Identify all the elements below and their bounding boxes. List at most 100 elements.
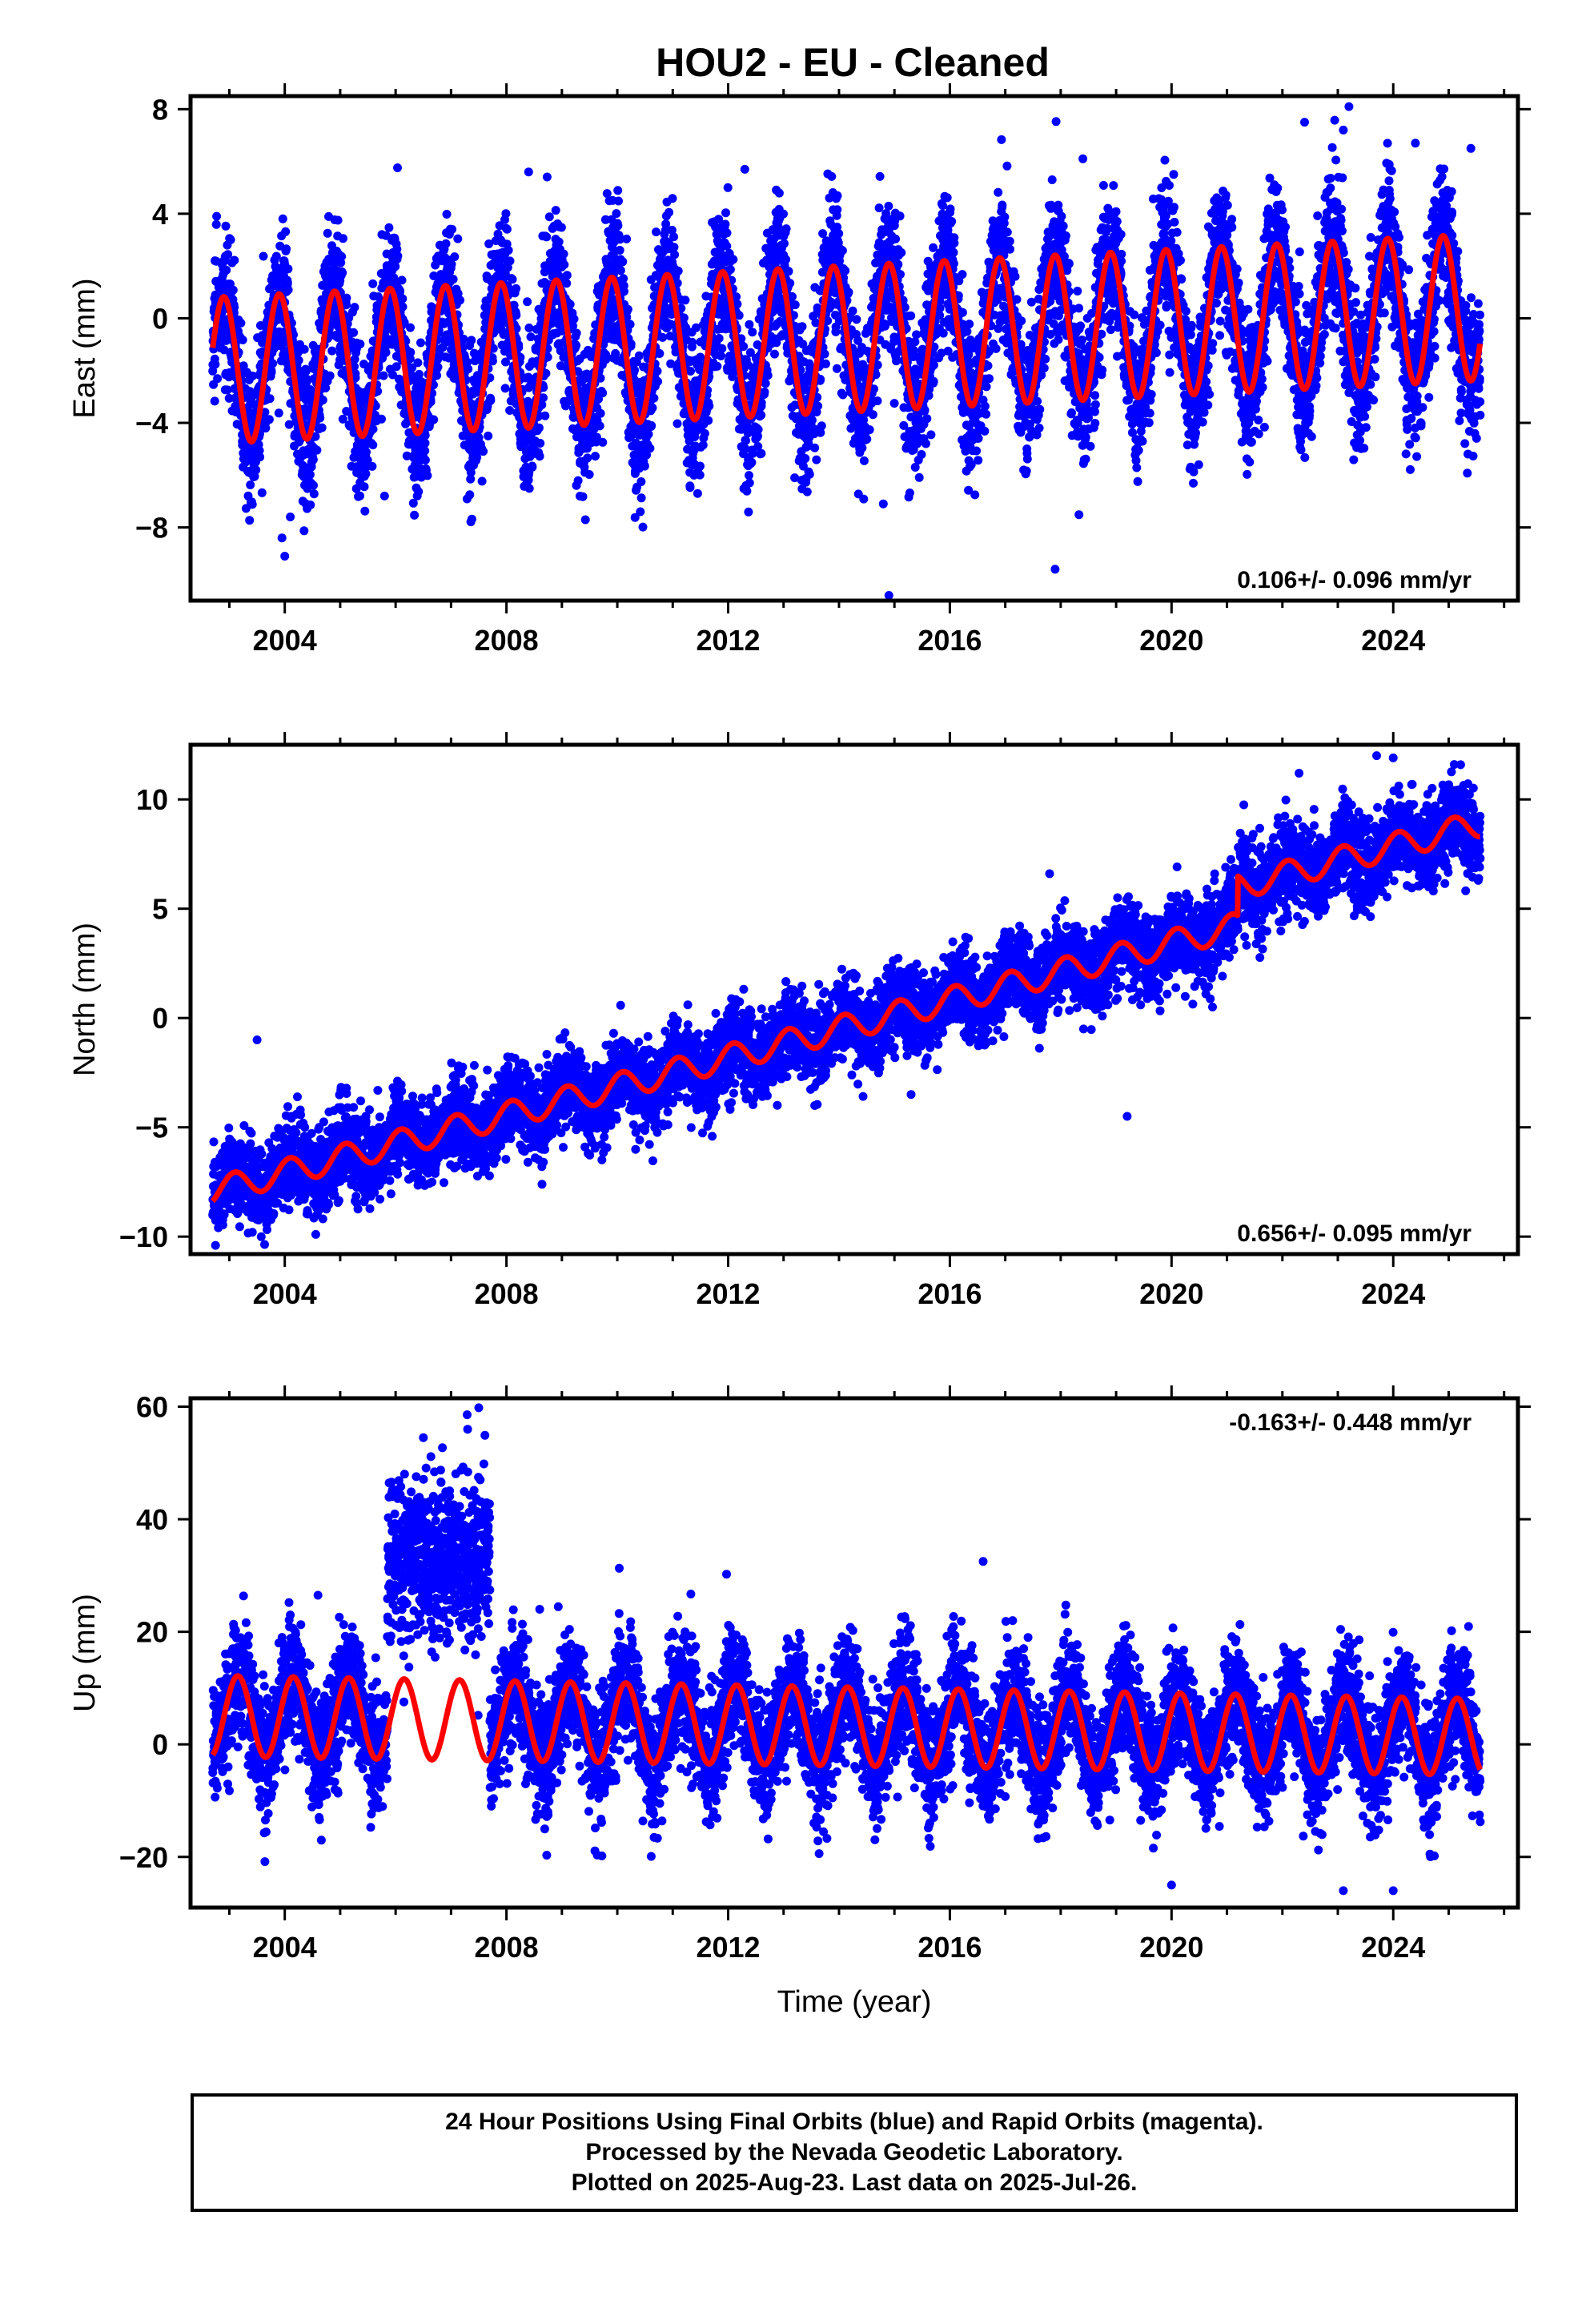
data-point bbox=[420, 446, 430, 456]
data-point bbox=[920, 405, 930, 415]
data-point bbox=[309, 489, 319, 499]
data-point bbox=[721, 208, 730, 218]
data-point bbox=[837, 246, 847, 255]
data-point bbox=[448, 275, 458, 284]
data-point bbox=[805, 469, 814, 479]
data-point bbox=[573, 476, 583, 485]
data-point bbox=[705, 401, 714, 411]
data-point bbox=[790, 300, 800, 310]
data-point bbox=[321, 384, 331, 392]
data-point bbox=[298, 460, 307, 470]
data-point bbox=[505, 256, 515, 266]
data-point bbox=[695, 470, 705, 480]
data-point bbox=[413, 358, 423, 368]
data-point bbox=[859, 456, 869, 465]
data-point bbox=[554, 237, 564, 247]
data-point bbox=[350, 303, 359, 312]
data-point bbox=[535, 452, 544, 461]
data-point bbox=[721, 219, 730, 229]
data-point bbox=[747, 457, 757, 467]
data-point bbox=[965, 320, 974, 329]
data-point bbox=[406, 323, 415, 332]
data-point bbox=[393, 251, 403, 261]
data-point bbox=[636, 507, 645, 517]
data-point bbox=[620, 287, 628, 296]
data-point bbox=[739, 342, 749, 352]
data-point bbox=[613, 221, 623, 231]
data-point bbox=[841, 266, 850, 275]
data-point bbox=[301, 366, 311, 376]
data-point bbox=[536, 439, 545, 448]
data-point bbox=[669, 243, 679, 252]
data-point bbox=[958, 308, 967, 317]
data-point bbox=[211, 360, 220, 369]
data-point bbox=[688, 337, 697, 347]
data-point bbox=[223, 250, 233, 259]
data-point bbox=[420, 456, 430, 464]
data-point bbox=[261, 424, 271, 433]
data-point bbox=[780, 239, 789, 248]
data-point bbox=[622, 234, 632, 243]
data-point bbox=[625, 320, 635, 329]
data-point bbox=[623, 304, 632, 314]
data-point bbox=[337, 251, 347, 261]
data-point bbox=[655, 349, 665, 358]
data-point bbox=[500, 384, 510, 393]
data-point bbox=[211, 219, 221, 229]
data-point bbox=[572, 340, 581, 350]
data-point bbox=[686, 367, 695, 376]
data-point bbox=[649, 393, 659, 403]
data-point bbox=[774, 188, 784, 198]
data-point bbox=[416, 338, 425, 348]
data-point bbox=[859, 494, 869, 504]
data-point bbox=[813, 401, 823, 411]
data-point bbox=[362, 448, 371, 456]
data-point bbox=[339, 234, 347, 243]
data-point bbox=[523, 297, 532, 307]
data-point bbox=[636, 477, 646, 486]
data-point bbox=[693, 489, 702, 498]
data-point bbox=[700, 428, 709, 438]
data-point bbox=[302, 375, 311, 384]
data-point bbox=[305, 470, 315, 480]
data-point bbox=[784, 267, 793, 276]
data-point bbox=[681, 296, 690, 305]
data-point bbox=[423, 471, 432, 480]
data-point bbox=[222, 265, 231, 275]
data-point bbox=[467, 336, 476, 345]
data-point bbox=[949, 247, 958, 257]
data-point bbox=[744, 507, 753, 517]
data-point bbox=[962, 327, 972, 336]
data-point bbox=[717, 352, 726, 360]
data-point bbox=[704, 416, 713, 425]
data-point bbox=[801, 454, 810, 463]
data-point bbox=[862, 434, 872, 444]
data-point bbox=[562, 271, 572, 280]
data-point bbox=[714, 334, 724, 343]
chart-title: HOU2 - EU - Cleaned bbox=[656, 40, 1050, 85]
data-point bbox=[255, 446, 264, 456]
data-point bbox=[255, 452, 265, 462]
data-point bbox=[379, 371, 388, 380]
data-point bbox=[817, 421, 826, 431]
data-point bbox=[540, 411, 550, 420]
data-point bbox=[306, 501, 315, 509]
data-point bbox=[745, 478, 754, 488]
data-point bbox=[284, 420, 294, 429]
data-point bbox=[942, 193, 952, 203]
data-point bbox=[668, 194, 677, 203]
data-point bbox=[355, 340, 365, 349]
data-point bbox=[420, 438, 430, 448]
data-point bbox=[283, 285, 293, 295]
data-point bbox=[257, 488, 267, 497]
data-point bbox=[414, 487, 424, 497]
data-point bbox=[921, 439, 930, 448]
data-point bbox=[591, 452, 600, 461]
data-point bbox=[950, 239, 959, 247]
data-point bbox=[848, 306, 857, 316]
data-point bbox=[572, 328, 581, 338]
data-point bbox=[311, 432, 320, 441]
data-point bbox=[559, 249, 568, 259]
